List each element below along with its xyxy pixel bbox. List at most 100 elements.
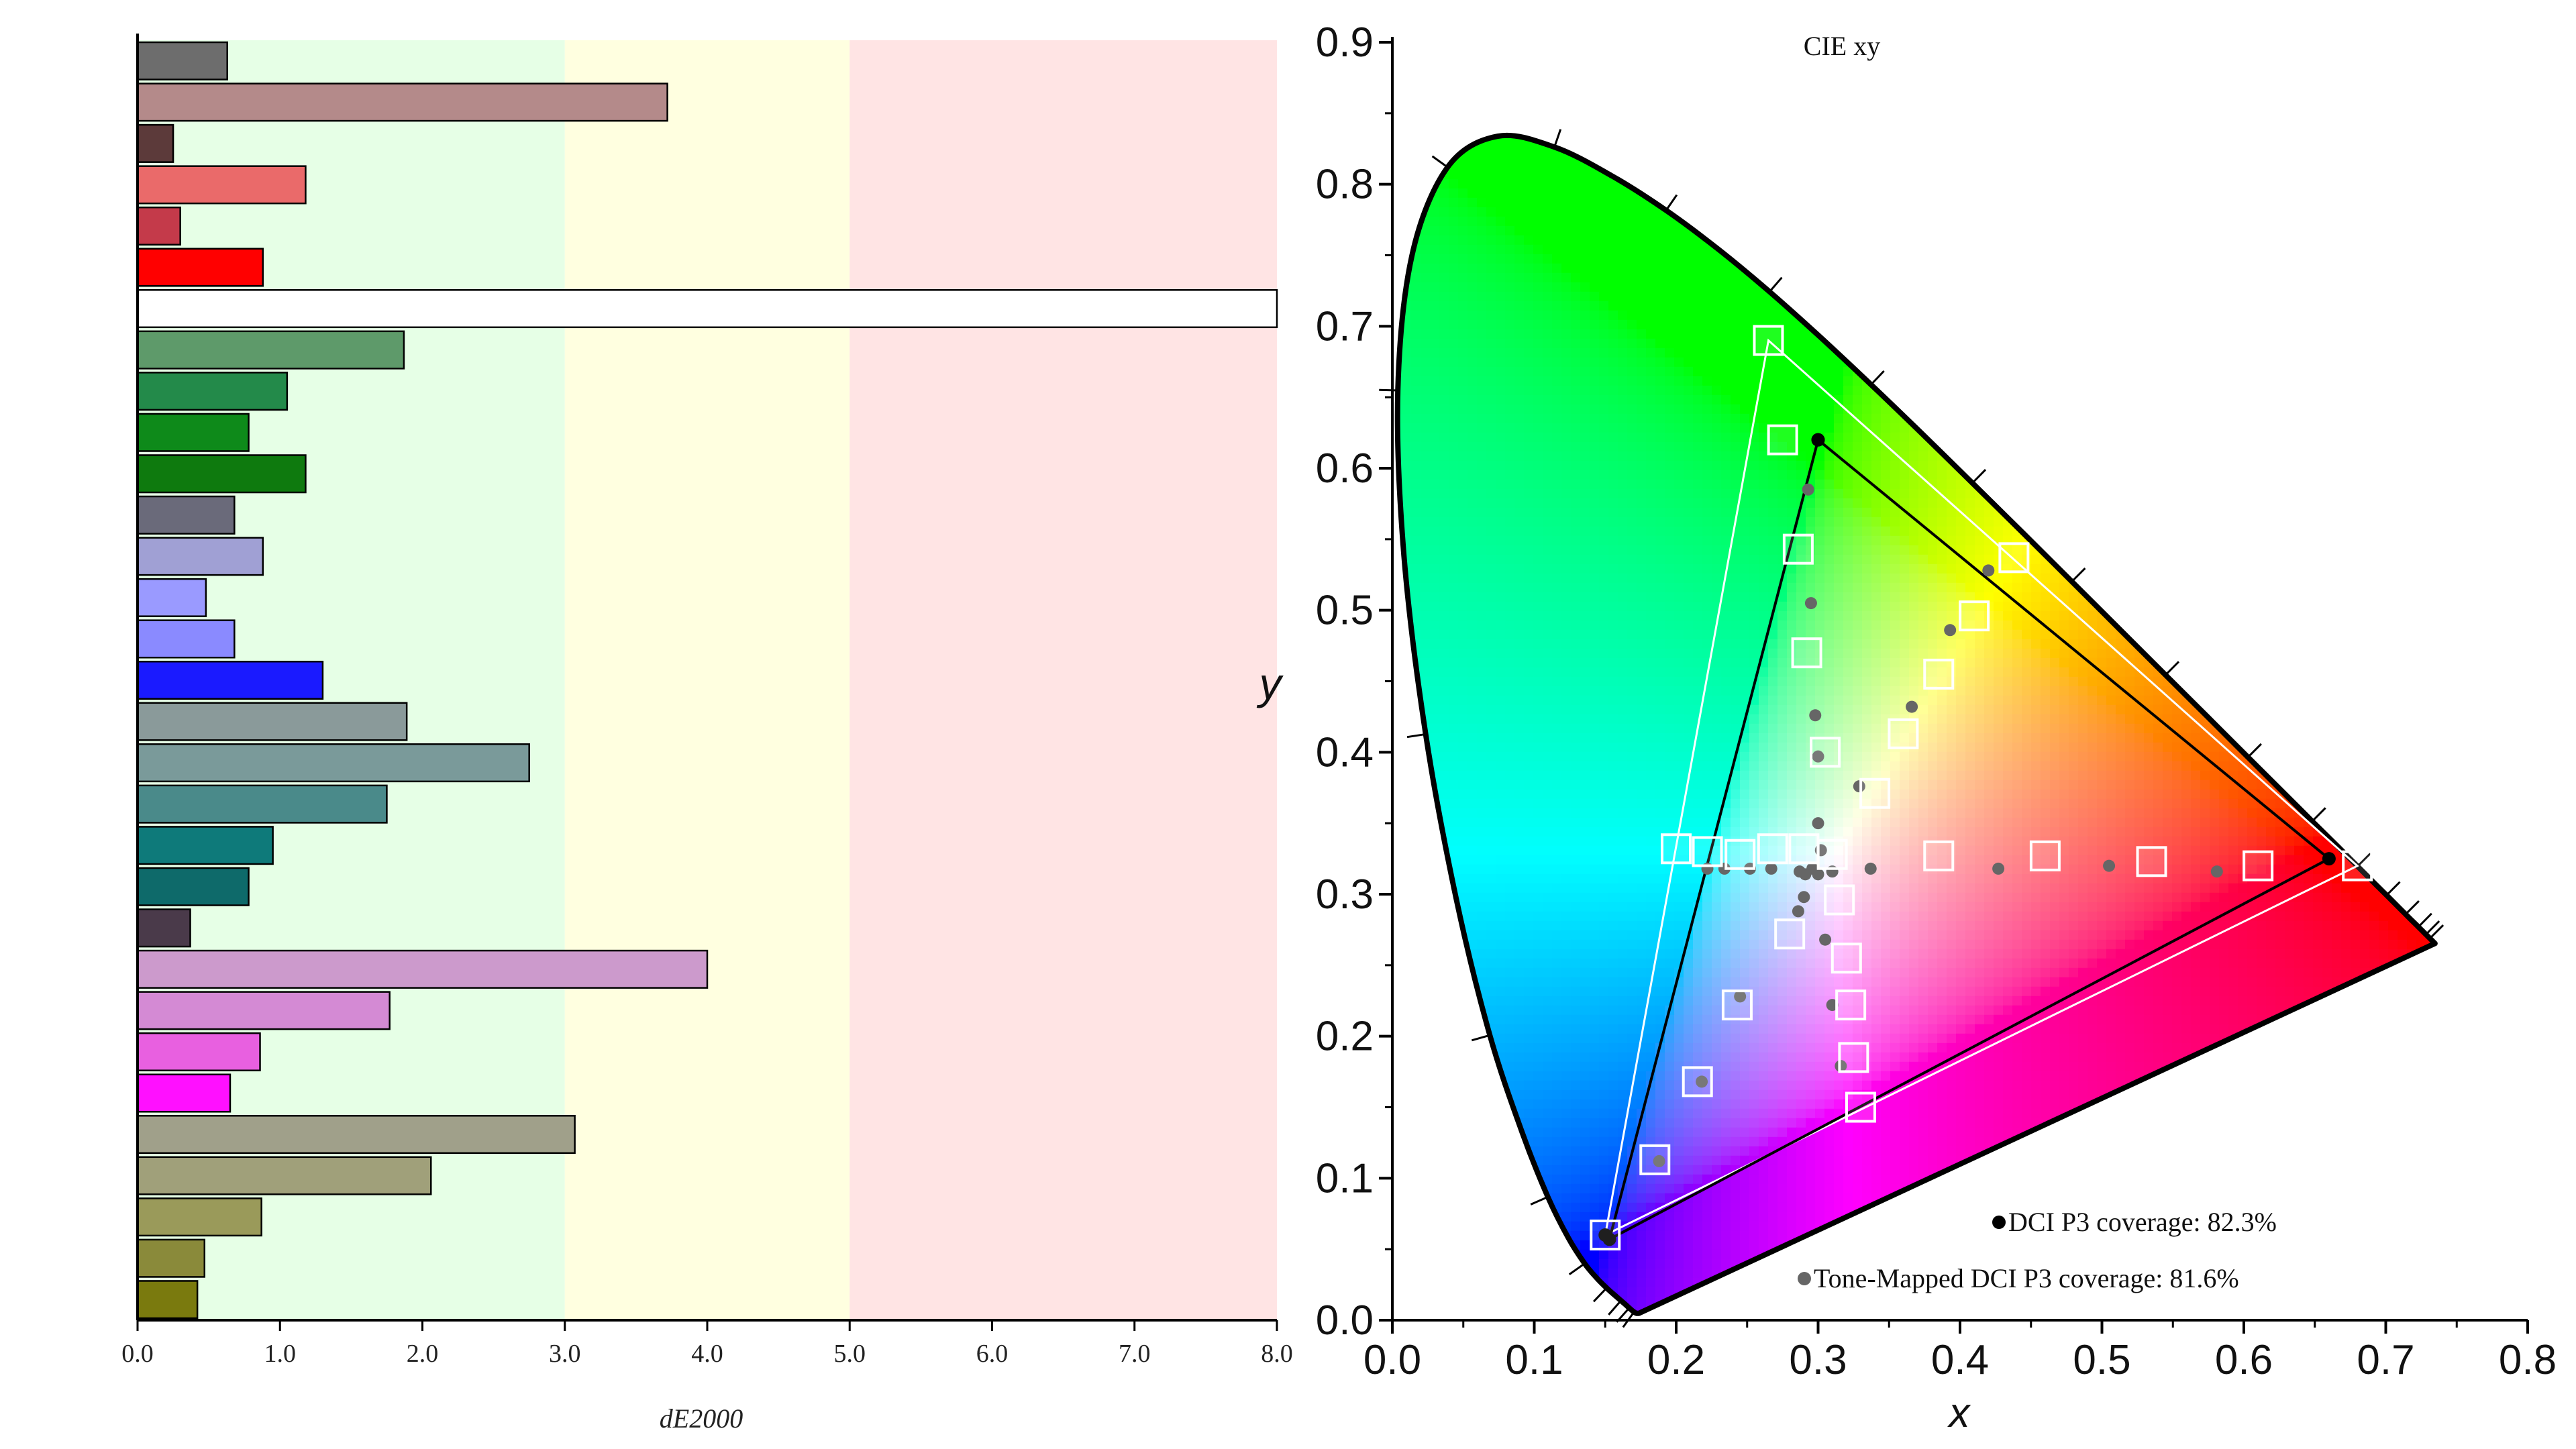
chromaticity-cell [1824, 135, 1835, 142]
chromaticity-cell [1449, 451, 1459, 462]
chromaticity-cell [2012, 470, 2022, 480]
chromaticity-cell [1740, 150, 1750, 161]
chromaticity-cell [1815, 460, 1825, 471]
chromaticity-cell [2191, 460, 2201, 471]
chromaticity-cell [2257, 141, 2267, 152]
chromaticity-cell [2247, 310, 2257, 321]
chromaticity-cell [1721, 338, 1731, 349]
chromaticity-cell [1796, 254, 1806, 264]
chromaticity-cell [2360, 507, 2370, 518]
chromaticity-cell [1796, 470, 1806, 480]
chromaticity-cell [1496, 498, 1506, 508]
chromaticity-cell [2257, 135, 2267, 142]
chromaticity-cell [2398, 451, 2408, 462]
chromaticity-cell [1524, 366, 1534, 377]
chromaticity-cell [2172, 188, 2182, 199]
chromaticity-cell [1674, 244, 1684, 255]
chromaticity-cell [1477, 329, 1487, 339]
chromaticity-cell [2116, 263, 2126, 274]
chromaticity-cell [1843, 225, 1853, 236]
chromaticity-cell [2069, 141, 2079, 152]
chromaticity-cell [1909, 451, 1919, 462]
chromaticity-cell [2210, 432, 2220, 443]
chromaticity-cell [1496, 404, 1506, 415]
chromaticity-cell [1439, 244, 1449, 255]
chromaticity-cell [2388, 141, 2398, 152]
chromaticity-cell [2444, 207, 2455, 217]
chromaticity-cell [2313, 254, 2323, 264]
chromaticity-cell [1571, 338, 1581, 349]
chromaticity-cell [1984, 404, 1994, 415]
chromaticity-cell [2059, 423, 2069, 433]
chromaticity-cell [2247, 451, 2257, 462]
chromaticity-cell [1421, 413, 1431, 424]
chromaticity-cell [1421, 357, 1431, 368]
chromaticity-cell [2426, 160, 2435, 170]
chromaticity-cell [1815, 207, 1825, 217]
chromaticity-cell [1928, 451, 1938, 462]
chromaticity-cell [2322, 479, 2332, 490]
chromaticity-cell [2003, 376, 2013, 386]
chromaticity-cell [2275, 394, 2285, 405]
chromaticity-cell [1796, 141, 1806, 152]
chromaticity-cell [1900, 498, 1910, 508]
chromaticity-cell [2163, 197, 2173, 208]
chromaticity-cell [2379, 301, 2389, 311]
chromaticity-cell [2210, 188, 2220, 199]
chromaticity-cell [2069, 385, 2079, 396]
chromaticity-cell [2416, 282, 2426, 292]
chromaticity-cell [1871, 282, 1882, 292]
chromaticity-cell [2153, 479, 2163, 490]
chromaticity-cell [2153, 423, 2163, 433]
chromaticity-cell [2069, 329, 2079, 339]
chromaticity-cell [2351, 225, 2361, 236]
chromaticity-cell [2247, 235, 2257, 246]
chromaticity-cell [2191, 235, 2201, 246]
chromaticity-cell [1655, 150, 1665, 161]
chromaticity-cell [1984, 207, 1994, 217]
chromaticity-cell [1496, 394, 1506, 405]
chromaticity-cell [2369, 498, 2379, 508]
chromaticity-cell [1599, 376, 1609, 386]
bar-6 [136, 289, 1278, 329]
chromaticity-cell [1458, 113, 1468, 123]
chromaticity-cell [2238, 113, 2248, 123]
chromaticity-cell [2228, 376, 2238, 386]
chromaticity-cell [1486, 319, 1496, 330]
chromaticity-cell [1693, 498, 1703, 508]
chromaticity-cell [2257, 254, 2267, 264]
chromaticity-cell [1590, 432, 1600, 443]
chromaticity-cell [2228, 329, 2238, 339]
chromaticity-cell [1411, 263, 1421, 274]
chromaticity-cell [1787, 197, 1797, 208]
chromaticity-cell [1881, 357, 1891, 368]
chromaticity-cell [1768, 376, 1778, 386]
chromaticity-cell [1890, 347, 1900, 358]
chromaticity-cell [2210, 366, 2220, 377]
chromaticity-cell [1665, 188, 1675, 199]
chromaticity-cell [2388, 301, 2398, 311]
chromaticity-cell [2304, 366, 2314, 377]
chromaticity-cell [1759, 432, 1769, 443]
chromaticity-cell [1477, 451, 1487, 462]
chromaticity-cell [2228, 254, 2238, 264]
chromaticity-cell [1411, 488, 1421, 499]
chromaticity-cell [1402, 460, 1412, 471]
chromaticity-cell [2444, 470, 2455, 480]
chromaticity-cell [1674, 451, 1684, 462]
chromaticity-cell [1815, 197, 1825, 208]
chromaticity-cell [2191, 432, 2201, 443]
chromaticity-cell [1994, 235, 2004, 246]
chromaticity-cell [2153, 272, 2163, 283]
chromaticity-cell [1824, 235, 1835, 246]
chromaticity-cell [2172, 207, 2182, 217]
chromaticity-cell [2210, 441, 2220, 452]
chromaticity-cell [1637, 347, 1647, 358]
chromaticity-cell [1731, 460, 1741, 471]
chromaticity-cell [2210, 235, 2220, 246]
chromaticity-cell [1862, 441, 1872, 452]
chromaticity-cell [1392, 123, 1402, 133]
chromaticity-cell [2144, 498, 2154, 508]
chromaticity-cell [1477, 225, 1487, 236]
chromaticity-cell [1975, 244, 1985, 255]
